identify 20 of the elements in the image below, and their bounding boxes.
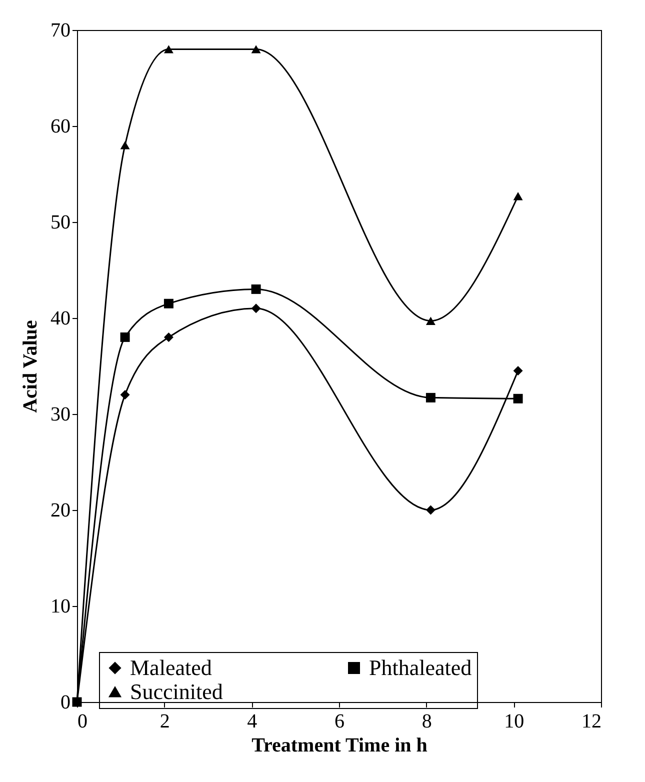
y-tick-label: 20 [50, 500, 70, 522]
y-tick-label: 40 [50, 308, 70, 330]
x-tick-label: 8 [422, 710, 432, 732]
legend-label: Maleated [130, 655, 212, 680]
y-tick-label: 30 [50, 404, 70, 426]
y-axis-title: Acid Value [20, 320, 42, 413]
y-tick-label: 70 [50, 20, 70, 42]
x-tick-label: 2 [160, 710, 170, 732]
x-tick-label: 0 [78, 710, 88, 732]
y-tick-label: 0 [60, 692, 70, 714]
x-tick-label: 4 [247, 710, 258, 732]
x-axis-title: Treatment Time in h [252, 734, 428, 756]
legend-label: Succinited [130, 679, 223, 704]
y-tick-label: 60 [50, 116, 70, 138]
y-tick-label: 50 [50, 212, 70, 234]
x-tick-label: 6 [334, 710, 344, 732]
x-tick-label: 12 [582, 710, 602, 732]
y-tick-label: 10 [50, 596, 70, 618]
legend-label: Phthaleated [369, 655, 472, 680]
x-tick-label: 10 [504, 710, 524, 732]
